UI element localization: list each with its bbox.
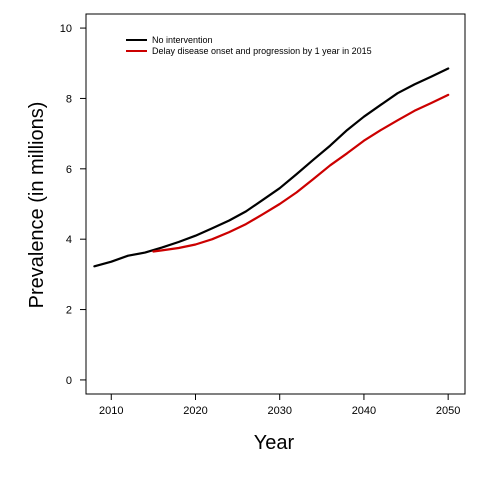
series-line-2 (152, 93, 450, 253)
series-line-1 (93, 67, 450, 268)
x-tick-label: 2050 (436, 405, 460, 417)
x-tick-label: 2040 (352, 405, 376, 417)
x-tick-label: 2010 (99, 405, 123, 417)
y-tick-label: 10 (60, 23, 72, 35)
x-axis-title: Year (254, 432, 295, 454)
series-layer (93, 67, 450, 268)
y-tick-label: 2 (66, 305, 72, 317)
y-tick-label: 0 (66, 375, 72, 387)
x-tick-label: 2030 (267, 405, 291, 417)
plot-frame (85, 13, 466, 395)
y-tick-label: 6 (66, 164, 72, 176)
legend-label-2: Delay disease onset and progression by 1… (152, 46, 372, 56)
legend-label-1: No intervention (152, 35, 213, 45)
y-axis-title: Prevalence (in millions) (26, 102, 48, 309)
y-tick-label: 8 (66, 93, 72, 105)
x-tick-label: 2020 (183, 405, 207, 417)
y-tick-label: 4 (66, 234, 72, 246)
axes-layer: 2010 2020 2030 2040 2050 0 2 4 6 8 10 (60, 13, 466, 417)
